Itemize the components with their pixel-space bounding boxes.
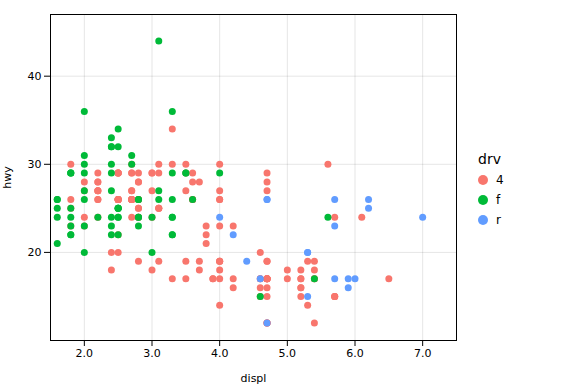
html-text:r: r xyxy=(496,213,501,227)
svg-text:40: 40 xyxy=(28,70,42,83)
svg-text:3.0: 3.0 xyxy=(143,347,161,360)
svg-text:5.0: 5.0 xyxy=(279,347,297,360)
svg-text:2.0: 2.0 xyxy=(76,347,94,360)
svg-text:hwy: hwy xyxy=(1,166,14,189)
svg-text:displ: displ xyxy=(241,372,267,384)
html-text:f: f xyxy=(496,193,501,207)
html-text:4: 4 xyxy=(496,173,504,187)
svg-text:20: 20 xyxy=(28,246,42,259)
svg-text:6.0: 6.0 xyxy=(346,347,364,360)
svg-text:4.0: 4.0 xyxy=(211,347,229,360)
svg-text:7.0: 7.0 xyxy=(414,347,432,360)
svg-text:30: 30 xyxy=(28,158,42,171)
html-text:drv: drv xyxy=(478,151,501,167)
